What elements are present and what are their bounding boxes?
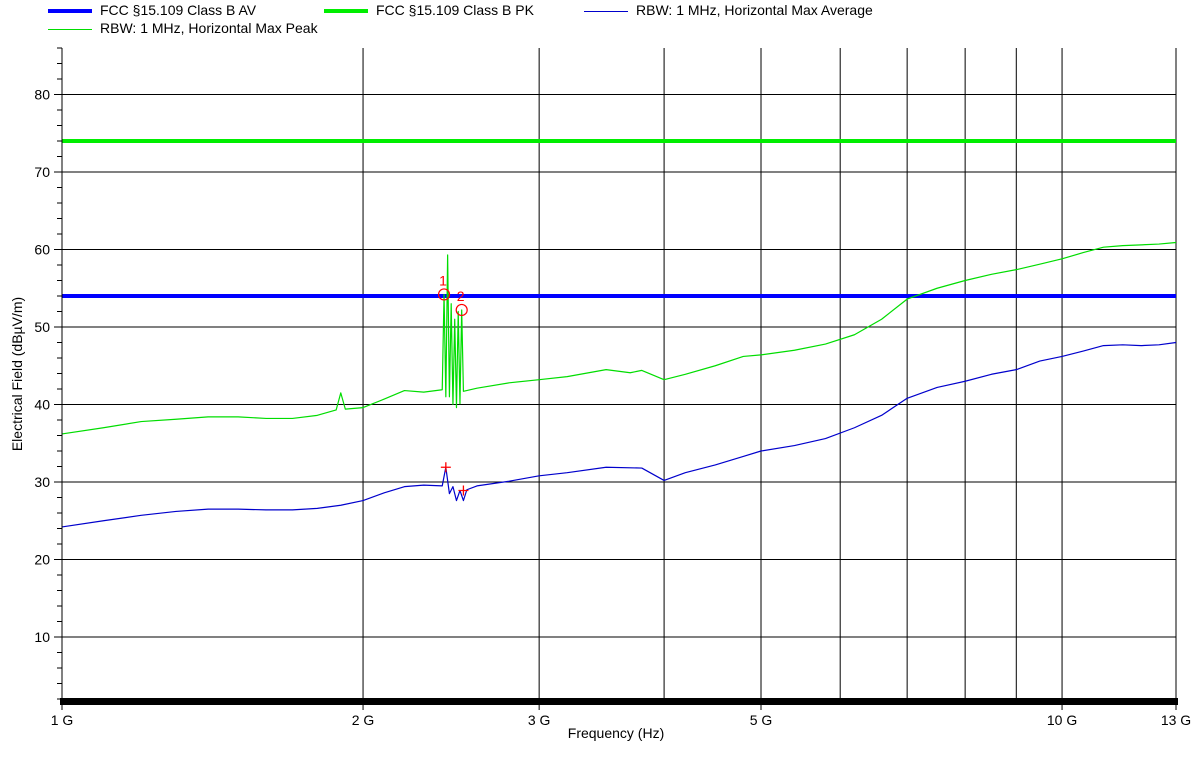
x-axis-bar bbox=[60, 698, 1178, 705]
legend-item-series-average: RBW: 1 MHz, Horizontal Max Average bbox=[584, 2, 873, 18]
x-axis-title: Frequency (Hz) bbox=[568, 725, 664, 741]
legend-swatch-series-peak bbox=[48, 28, 92, 30]
average-marker-cross-1 bbox=[440, 462, 451, 473]
marker-circle-2 bbox=[455, 303, 468, 317]
x-tick-label: 2 G bbox=[352, 712, 375, 728]
marker-circle-1 bbox=[437, 288, 451, 301]
series-line-average bbox=[61, 341, 1177, 528]
y-tick-label: 80 bbox=[34, 87, 50, 103]
legend-swatch-limit-av bbox=[48, 9, 92, 14]
y-tick-label: 40 bbox=[34, 397, 50, 413]
x-tick-label: 13 G bbox=[1161, 712, 1191, 728]
legend-label-series-average: RBW: 1 MHz, Horizontal Max Average bbox=[636, 2, 873, 18]
series-line-peak bbox=[61, 241, 1177, 435]
y-tick-label: 70 bbox=[34, 164, 50, 180]
y-tick-label: 20 bbox=[34, 552, 50, 568]
marker-label-2: 2 bbox=[457, 288, 465, 304]
plot-area bbox=[62, 48, 1176, 699]
legend-label-limit-pk: FCC §15.109 Class B PK bbox=[376, 2, 534, 18]
x-tick-label: 1 G bbox=[51, 712, 74, 728]
limit-lines bbox=[62, 139, 1176, 298]
grid bbox=[61, 48, 1177, 699]
average-marker-cross-2 bbox=[458, 485, 469, 496]
y-tick-label: 50 bbox=[34, 319, 50, 335]
legend-label-series-peak: RBW: 1 MHz, Horizontal Max Peak bbox=[100, 20, 318, 36]
x-tick-label: 5 G bbox=[750, 712, 773, 728]
x-tick-label: 10 G bbox=[1047, 712, 1077, 728]
data-series bbox=[61, 241, 1177, 528]
y-tick-label: 10 bbox=[34, 629, 50, 645]
legend-label-limit-av: FCC §15.109 Class B AV bbox=[100, 2, 257, 18]
x-tick-label: 3 G bbox=[528, 712, 551, 728]
legend: FCC §15.109 Class B AV FCC §15.109 Class… bbox=[0, 0, 1204, 44]
legend-item-series-peak: RBW: 1 MHz, Horizontal Max Peak bbox=[48, 20, 318, 36]
legend-swatch-limit-pk bbox=[324, 9, 368, 14]
y-tick-label: 30 bbox=[34, 474, 50, 490]
markers: 12 bbox=[437, 272, 469, 496]
axes: 10 20 30 40 50 60 70 80 1 G 2 G 3 G 5 G 10 G 13 G bbox=[34, 47, 1191, 728]
legend-item-limit-pk: FCC §15.109 Class B PK bbox=[324, 2, 534, 18]
y-tick-label: 60 bbox=[34, 242, 50, 258]
legend-swatch-series-average bbox=[584, 10, 628, 12]
legend-item-limit-av: FCC §15.109 Class B AV bbox=[48, 2, 256, 18]
y-axis-title: Electrical Field (dBµV/m) bbox=[9, 297, 25, 451]
marker-label-1: 1 bbox=[439, 272, 447, 288]
